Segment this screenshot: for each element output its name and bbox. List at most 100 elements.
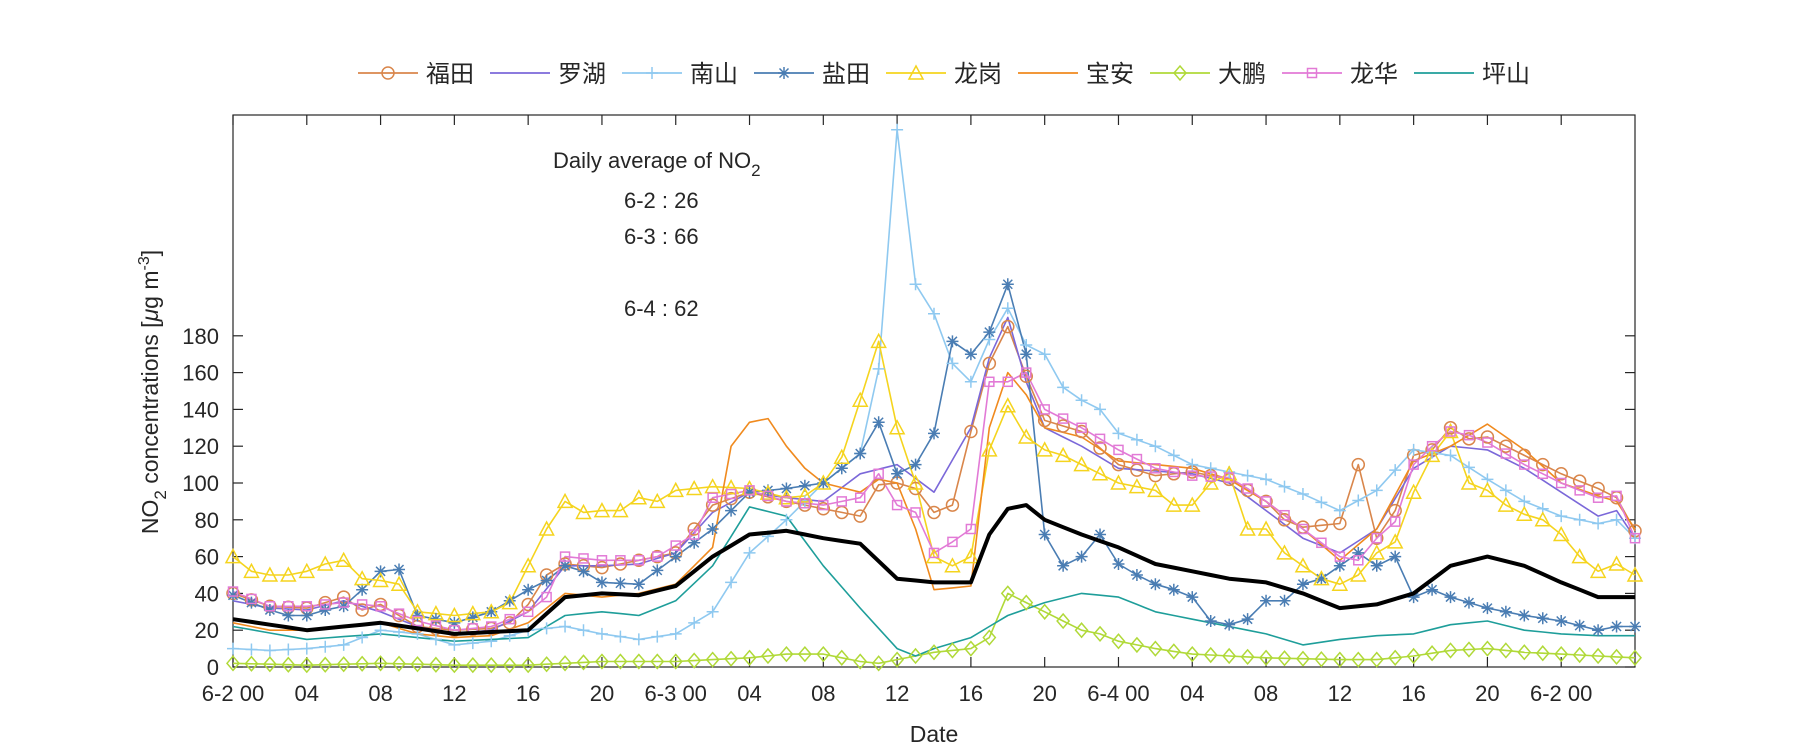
y-tick-label: 120 (182, 434, 219, 459)
series-7-point (781, 496, 792, 507)
series-4-point (999, 397, 1017, 413)
series-2-point (429, 633, 442, 646)
series-4-point (427, 605, 445, 621)
legend-label: 福田 (426, 61, 474, 88)
legend-marker (646, 67, 658, 79)
series-4-point (335, 551, 352, 568)
series-7-point (504, 613, 515, 625)
series-6-point (724, 650, 739, 667)
series-0-point (1074, 424, 1089, 439)
series-2-point (632, 633, 645, 646)
series-6-point (1259, 649, 1274, 666)
legend-item-4[interactable]: 龙岗 (886, 61, 1002, 88)
series-4-point (1479, 481, 1496, 498)
series-3-point (632, 578, 645, 591)
series-0-point (650, 549, 665, 564)
series-4-point (1202, 474, 1219, 490)
legend-label: 盐田 (822, 61, 870, 88)
x-tick-label: 16 (516, 681, 540, 706)
series-7-point (965, 523, 977, 535)
series-6-point (1129, 636, 1144, 654)
series-4-point (1165, 496, 1183, 512)
series-6-point (1240, 648, 1255, 666)
series-2-point (743, 546, 756, 559)
series-4-point (464, 605, 482, 621)
series-6-point (1443, 642, 1458, 659)
x-tick-label: 04 (295, 681, 319, 706)
series-6-point (797, 645, 812, 663)
legend-item-5[interactable]: 宝安 (1018, 61, 1134, 88)
series-4-point (1405, 483, 1422, 499)
series-0-point (1517, 448, 1532, 463)
legend-item-6[interactable]: 大鹏 (1150, 61, 1266, 88)
series-7-point (1168, 466, 1180, 478)
series-3-point (835, 462, 848, 475)
series-4-point (612, 502, 629, 518)
series-0-point (853, 509, 867, 523)
series-7-point (1187, 470, 1198, 481)
series-6-point (1535, 645, 1550, 662)
series-4-point (1147, 481, 1164, 498)
series-6-point (1222, 647, 1237, 665)
series-0-point (613, 557, 628, 571)
series-3-point (798, 479, 811, 492)
series-3-point (1204, 615, 1217, 627)
series-3-point (1536, 612, 1549, 625)
series-4-point (1423, 446, 1441, 463)
legend-item-7[interactable]: 龙华 (1282, 61, 1398, 88)
legend-item-0[interactable]: 福田 (358, 61, 474, 88)
series-2-point (780, 513, 793, 526)
series-0-point (521, 597, 535, 612)
series-0-point (355, 603, 369, 617)
series-6-point (1037, 603, 1052, 620)
series-3-point (1260, 594, 1273, 607)
legend-item-3[interactable]: 盐田 (754, 61, 870, 88)
series-3-point (1278, 594, 1291, 607)
series-6-point (1166, 643, 1181, 660)
series-0-point (1443, 421, 1458, 435)
series-2-point (1352, 494, 1365, 507)
x-tick-label: 04 (737, 681, 761, 706)
series-7-point (1316, 537, 1327, 549)
series-6-point (392, 655, 407, 672)
series-0-point (1277, 513, 1292, 527)
series-2-point (964, 375, 977, 388)
series-2-point (337, 638, 350, 651)
legend-marker (778, 67, 790, 79)
legend-item-8[interactable]: 坪山 (1414, 61, 1530, 88)
series-2-point (1075, 394, 1088, 407)
series-7-point (338, 597, 349, 608)
legend-item-1[interactable]: 罗湖 (490, 61, 606, 88)
series-4-point (1257, 520, 1275, 536)
series-4-point (1442, 422, 1459, 439)
series-2-point (688, 616, 701, 629)
series-4-point (409, 603, 426, 619)
x-tick-label: 6-2 00 (1530, 681, 1592, 706)
series-7-point (1057, 413, 1069, 424)
annotation-line-1: 6-2 : 26 (624, 188, 699, 213)
series-6-point (447, 657, 462, 674)
series-0-point (1591, 481, 1605, 496)
series-0-point (632, 553, 646, 568)
series-2-point (300, 642, 313, 655)
series-2-point (374, 624, 387, 637)
series-7-point (688, 529, 700, 540)
series-3-point (1333, 559, 1346, 572)
series-4-point (372, 571, 389, 588)
series-2-point (872, 362, 885, 375)
series-6-point (1480, 640, 1495, 657)
series-3-point (522, 583, 535, 596)
series-4-point (224, 548, 242, 564)
series-3-point (1223, 618, 1236, 631)
series-6-point (1498, 642, 1513, 659)
series-3-point (411, 609, 424, 622)
series-4-point (1460, 474, 1478, 490)
daily-average-line (232, 503, 1635, 636)
series-6-point (521, 657, 536, 674)
legend-marker (381, 66, 395, 80)
legend-item-2[interactable]: 南山 (622, 61, 738, 88)
series-4-point (1534, 511, 1552, 527)
series-2-point (448, 638, 461, 651)
series-3-point (374, 565, 387, 578)
